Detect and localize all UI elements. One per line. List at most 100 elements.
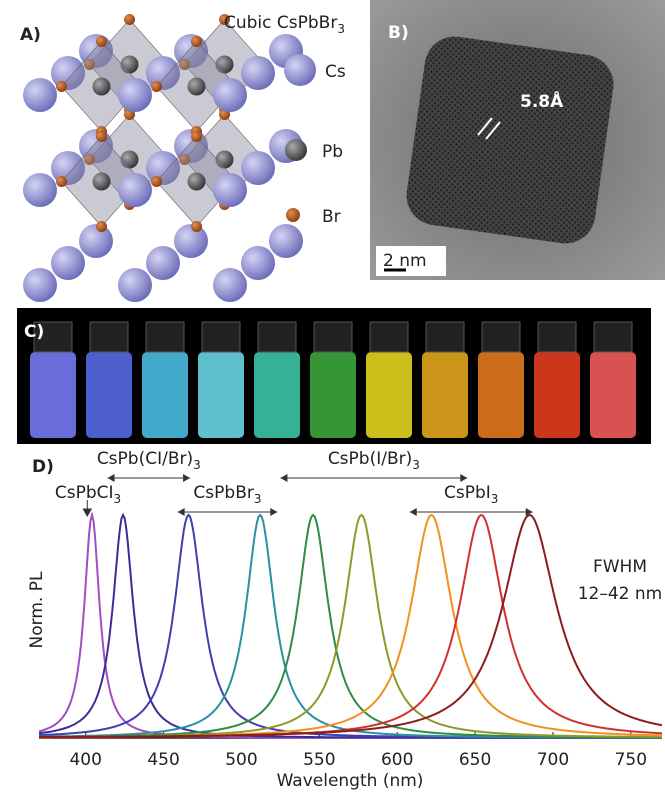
marker-arrow <box>82 500 93 518</box>
legend-label: Br <box>322 207 341 227</box>
nanocrystal <box>406 36 614 244</box>
panel-label: A) <box>20 25 41 45</box>
legend-br <box>286 208 300 222</box>
br-atom <box>84 59 95 70</box>
y-axis-label: Norm. PL <box>27 571 47 648</box>
panel-label: D) <box>32 457 54 477</box>
x-tick-label: 400 <box>69 750 101 770</box>
pb-atom <box>215 150 234 169</box>
range-sub: 3 <box>491 492 499 506</box>
scale-label: 2 nm <box>383 251 427 271</box>
br-atom <box>84 154 95 165</box>
pl-curve <box>39 513 662 739</box>
vial-top <box>593 321 633 353</box>
cs-atom <box>146 246 180 280</box>
range-label: CsPb(I/Br)3 <box>328 449 420 472</box>
vial <box>142 352 188 438</box>
br-atom <box>219 14 230 25</box>
range-sub: 3 <box>114 492 122 506</box>
range-arrow <box>107 474 191 482</box>
range-text: CsPbI <box>444 483 491 503</box>
title-sub: 3 <box>337 22 345 36</box>
x-tick-label: 700 <box>537 750 569 770</box>
br-atom <box>179 154 190 165</box>
pl-curve <box>39 513 662 739</box>
range-label: CsPb(CI/Br)3 <box>97 449 201 472</box>
title-text: Cubic CsPbBr <box>224 13 337 33</box>
vial-top <box>201 321 241 353</box>
legend-label: Pb <box>322 142 343 162</box>
vial-top <box>369 321 409 353</box>
br-atom <box>191 36 202 47</box>
vial <box>30 352 76 438</box>
vial <box>310 352 356 438</box>
x-axis-label: Wavelength (nm) <box>277 771 424 791</box>
vial <box>86 352 132 438</box>
x-tick-label: 650 <box>459 750 491 770</box>
panel-title: Cubic CsPbBr3 <box>224 13 345 36</box>
panel-a <box>23 14 303 302</box>
pl-curve <box>38 511 662 739</box>
br-atom <box>96 221 107 232</box>
br-atom <box>56 176 67 187</box>
annotation: FWHM <box>593 557 647 577</box>
fringe-line <box>485 121 501 140</box>
range-text: CsPbBr <box>193 483 253 503</box>
range-label: CsPbI3 <box>444 483 498 506</box>
legend-cs <box>284 54 316 86</box>
fringe-line <box>477 117 493 136</box>
pl-curve <box>39 513 663 738</box>
vial <box>254 352 300 438</box>
vial <box>478 352 524 438</box>
br-atom <box>96 131 107 142</box>
vial-top <box>537 321 577 353</box>
vial <box>590 352 636 438</box>
cs-atom <box>51 246 85 280</box>
cs-atom <box>241 246 275 280</box>
cs-atom <box>241 56 275 90</box>
range-text: CsPb(CI/Br) <box>97 449 193 469</box>
x-tick-label: 750 <box>615 750 647 770</box>
range-label: CsPbCI3 <box>55 483 121 506</box>
br-atom <box>191 131 202 142</box>
pb-atom <box>120 150 139 169</box>
vial-top <box>481 321 521 353</box>
range-sub: 3 <box>193 458 201 472</box>
cs-atom <box>23 173 57 207</box>
br-atom <box>179 59 190 70</box>
pl-curve <box>39 513 663 739</box>
x-tick-label: 550 <box>303 750 335 770</box>
range-label: CsPbBr3 <box>193 483 261 506</box>
range-arrow <box>280 474 468 482</box>
cs-atom <box>118 78 152 112</box>
x-tick-label: 500 <box>225 750 257 770</box>
pb-atom <box>215 55 234 74</box>
pb-atom <box>120 55 139 74</box>
vials <box>30 321 636 438</box>
pl-curve <box>38 513 662 739</box>
legend-label: Cs <box>325 62 346 82</box>
cs-atom <box>23 268 57 302</box>
pb-atom <box>187 172 206 191</box>
vial-top <box>313 321 353 353</box>
br-atom <box>124 14 135 25</box>
br-atom <box>56 81 67 92</box>
vial <box>198 352 244 438</box>
br-atom <box>96 36 107 47</box>
range-sub: 3 <box>412 458 420 472</box>
br-atom <box>151 81 162 92</box>
vial <box>422 352 468 438</box>
vial-top <box>145 321 185 353</box>
pl-curve <box>38 512 662 739</box>
vial <box>366 352 412 438</box>
spacing-label: 5.8Å <box>520 89 564 112</box>
cs-atom <box>174 224 208 258</box>
panel-label: B) <box>388 23 409 43</box>
range-arrow <box>409 508 533 516</box>
br-atom <box>191 221 202 232</box>
cs-atom <box>213 78 247 112</box>
range-text: CsPbCI <box>55 483 114 503</box>
pb-atom <box>92 172 111 191</box>
